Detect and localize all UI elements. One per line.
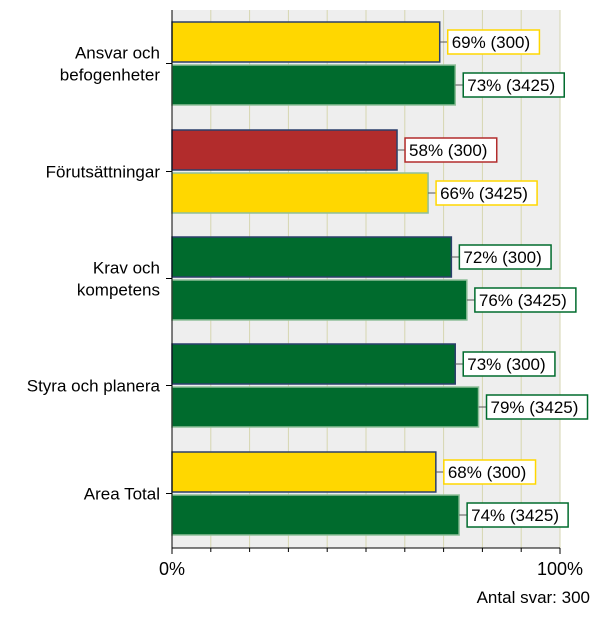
data-label: 69% (300): [452, 33, 530, 52]
data-label-box: [404, 137, 498, 163]
data-label: 66% (3425): [440, 184, 528, 203]
data-label: 68% (300): [448, 463, 526, 482]
data-label: 73% (300): [467, 355, 545, 374]
data-label: 58% (300): [409, 141, 487, 160]
data-label-box: [446, 29, 541, 55]
category-label: Krav och kompetens: [77, 259, 160, 300]
x-tick-label: 0%: [159, 559, 185, 579]
data-label-box: [474, 287, 577, 313]
bars: [171, 21, 480, 536]
data-labels: 69% (300) 58% (300) 72% (300) 73% (300) 68% …: [397, 29, 589, 528]
data-label-box: [443, 459, 537, 485]
category-labels: Ansvar och befogenheter Förutsättningar Kra…: [27, 44, 161, 504]
category-label-line: kompetens: [77, 281, 160, 300]
bar: [171, 386, 480, 428]
bar: [171, 236, 453, 278]
category-label-line: Ansvar och: [75, 44, 160, 63]
data-label: 76% (3425): [479, 291, 567, 310]
category-label: Ansvar och befogenheter: [60, 44, 161, 85]
category-label: Styra och planera: [27, 377, 161, 396]
data-label: 74% (3425): [471, 506, 559, 525]
bar: [171, 451, 437, 493]
category-label: Förutsättningar: [46, 163, 161, 182]
bar: [171, 172, 429, 214]
category-label-line: Area Total: [84, 485, 160, 504]
data-label-box: [462, 351, 556, 377]
bar: [171, 279, 468, 321]
data-label-box: [485, 394, 589, 420]
bar: [171, 494, 460, 536]
data-label: 73% (3425): [467, 76, 555, 95]
category-label-line: Förutsättningar: [46, 163, 161, 182]
data-label-box: [458, 244, 552, 270]
category-label-line: befogenheter: [60, 66, 161, 85]
data-label-box: [462, 72, 565, 98]
bar: [171, 343, 456, 385]
category-label-line: Krav och: [93, 259, 160, 278]
bar: [171, 129, 398, 171]
x-axis: 0% 100%: [159, 10, 583, 579]
bar: [171, 64, 456, 106]
data-label: 79% (3425): [491, 398, 579, 417]
category-label: Area Total: [84, 485, 160, 504]
x-tick-label: 100%: [537, 559, 583, 579]
data-label-box: [435, 180, 538, 206]
data-label: 72% (300): [463, 248, 541, 267]
data-label-box: [466, 502, 569, 528]
bar: [171, 21, 441, 63]
category-label-line: Styra och planera: [27, 377, 161, 396]
footnote: Antal svar: 300: [477, 588, 590, 607]
